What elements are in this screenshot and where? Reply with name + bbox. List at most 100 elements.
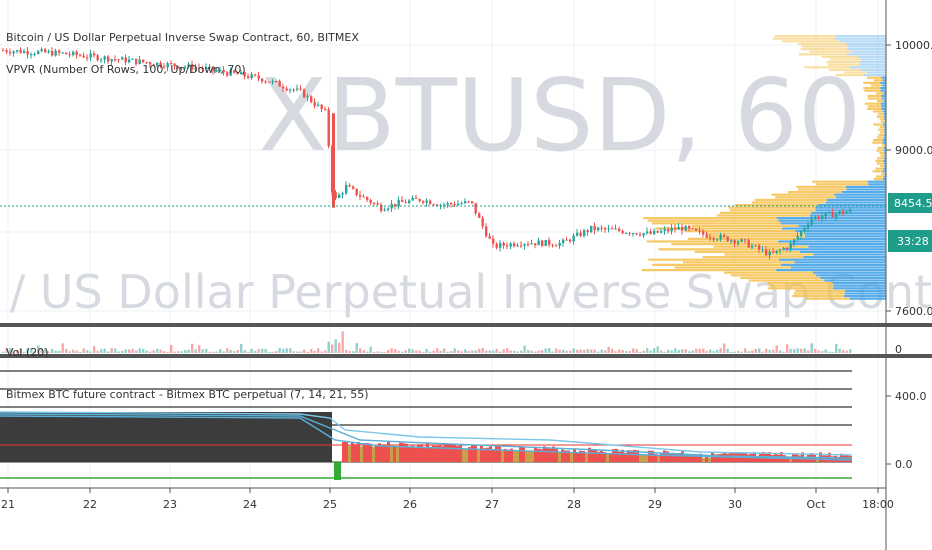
red-histogram-bar [519,446,522,462]
red-histogram-bar [648,450,651,462]
volume-bar [474,350,477,353]
volume-bar [523,345,526,353]
volume-bar [65,349,68,353]
volume-bar [842,349,845,353]
vpvr-row-up [884,154,886,157]
volume-bar [163,351,166,353]
red-histogram-bar [390,446,393,462]
red-histogram-bar [546,447,549,462]
red-histogram-bar [486,447,489,462]
volume-bar [516,351,519,353]
vpvr-row-up [826,198,886,201]
vpvr-row-up [799,250,886,253]
candle-body [93,53,96,56]
volume-bar [310,348,313,353]
vpvr-row-up [881,94,886,97]
candle-body [527,244,530,246]
red-histogram-bar [354,444,357,462]
candle-body [723,235,726,237]
volume-bar [86,350,89,353]
candle-body [639,234,642,236]
volume-bar [226,348,229,353]
red-histogram-bar [618,451,621,462]
vpvr-row-down [729,209,816,212]
vpvr-row-down [723,271,814,274]
volume-bar [19,349,22,353]
volume-bar [509,350,512,353]
symbol-title[interactable]: Bitcoin / US Dollar Perpetual Inverse Sw… [6,31,359,44]
candle-body [495,243,498,248]
red-histogram-bar [693,454,696,462]
volume-bar [639,351,642,353]
red-histogram-bar [816,457,819,462]
candle-body [243,72,246,77]
volume-bar [793,349,796,353]
candle-body [310,96,313,103]
candle-body [586,230,589,233]
volume-bar [219,349,222,353]
vpvr-row-down [684,230,796,233]
vpvr-row-up [880,81,886,84]
red-histogram-bar [414,446,417,462]
volume-bar [264,349,267,353]
vpvr-row-down [655,227,783,230]
volume-bar [93,346,96,353]
vpvr-row-down [643,217,777,220]
vpvr-row-up [881,76,886,79]
red-histogram-bar [645,454,648,462]
volume-bar [320,351,323,353]
volume-bar [37,345,40,353]
volume-bar [478,348,481,353]
vpvr-row-up [856,55,886,58]
volume-bar [681,349,684,353]
candle-body [422,201,425,203]
volume-bar [79,351,82,353]
pane-separator-2[interactable] [0,354,932,358]
volume-bar [765,348,768,353]
volume-bar [432,350,435,353]
volume-bar [243,350,246,353]
candle-body [44,49,47,53]
volume-bar [548,348,551,353]
volume-bar [355,343,358,353]
red-histogram-bar [567,450,570,462]
candle-body [355,188,358,195]
vpvr-row-down [876,136,884,139]
indicator-line [0,413,853,459]
red-histogram-bar [552,446,555,462]
candle-body [429,200,432,205]
red-histogram-bar [357,441,360,462]
volume-bar [415,350,418,353]
red-histogram-bar [507,449,510,462]
time-tick-label: 22 [83,498,97,511]
candle-body [212,66,215,71]
vpvr-row-down [872,170,883,173]
volume-bar [502,349,505,353]
volume-bar [471,350,474,353]
indicator-legend[interactable]: Bitmex BTC future contract - Bitmex BTC … [6,388,369,401]
volume-bar [439,350,442,353]
candle-body [170,63,173,65]
countdown-label: 33:28 [897,235,929,248]
vpvr-row-up [845,185,886,188]
candle-body [621,230,624,234]
candle-body [247,76,250,79]
candle-body [289,89,292,91]
volume-bar [348,351,351,353]
candle-body [817,216,820,219]
vpvr-legend[interactable]: VPVR (Number Of Rows, 100, Up/Down, 70) [6,63,246,76]
vpvr-row-up [882,84,886,87]
vpvr-row-down [674,266,791,269]
pane-separator-1[interactable] [0,323,932,327]
volume-bar [656,346,659,353]
volume-bar [117,351,120,353]
volume-bar [285,348,288,353]
volume-legend[interactable]: Vol (20) [6,346,49,359]
volume-bar [131,348,134,353]
volume-bar [152,350,155,353]
vpvr-row-down [875,175,884,178]
dark-histogram [0,412,332,462]
volume-bar [121,350,124,353]
